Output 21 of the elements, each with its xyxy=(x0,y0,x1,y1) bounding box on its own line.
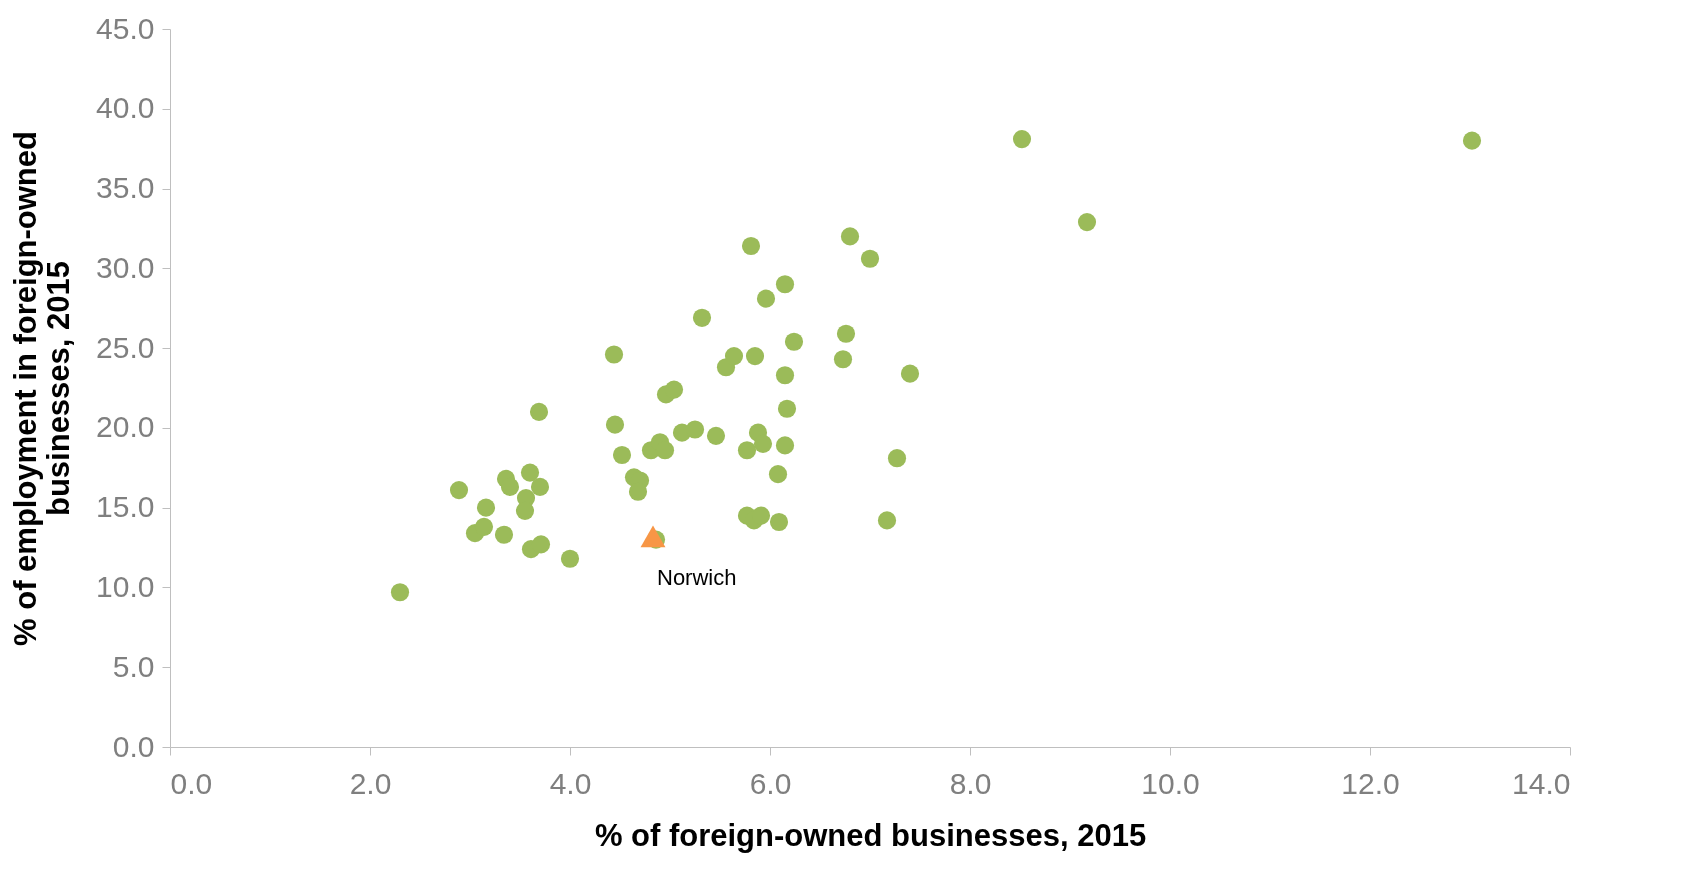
y-tick-label: 30.0 xyxy=(96,250,155,284)
x-tick-label: 4.0 xyxy=(549,766,592,800)
x-tick-label: 12.0 xyxy=(1341,766,1400,800)
y-tick-label: 45.0 xyxy=(96,11,155,45)
y-tick-label: 25.0 xyxy=(96,330,155,364)
y-tick-label: 40.0 xyxy=(96,91,155,125)
x-tick-label: 10.0 xyxy=(1141,766,1200,800)
y-axis-title: % of employment in foreign-owned businesses, 2015 xyxy=(8,131,77,646)
y-tick-label: 0.0 xyxy=(112,729,155,763)
y-tick-label: 15.0 xyxy=(96,490,155,524)
x-axis-title: % of foreign-owned businesses, 2015 xyxy=(594,817,1147,853)
x-tick-label: 2.0 xyxy=(349,766,392,800)
y-tick-label: 20.0 xyxy=(96,410,155,444)
y-tick-label: 35.0 xyxy=(96,171,155,205)
y-tick-label: 10.0 xyxy=(96,569,155,603)
x-tick-label: 0.0 xyxy=(170,766,213,800)
x-tick-label: 6.0 xyxy=(749,766,792,800)
x-tick-label: 14.0 xyxy=(1512,766,1571,800)
series-label: Norwich xyxy=(657,565,737,591)
x-tick-label: 8.0 xyxy=(949,766,992,800)
y-tick-label: 5.0 xyxy=(112,649,155,683)
